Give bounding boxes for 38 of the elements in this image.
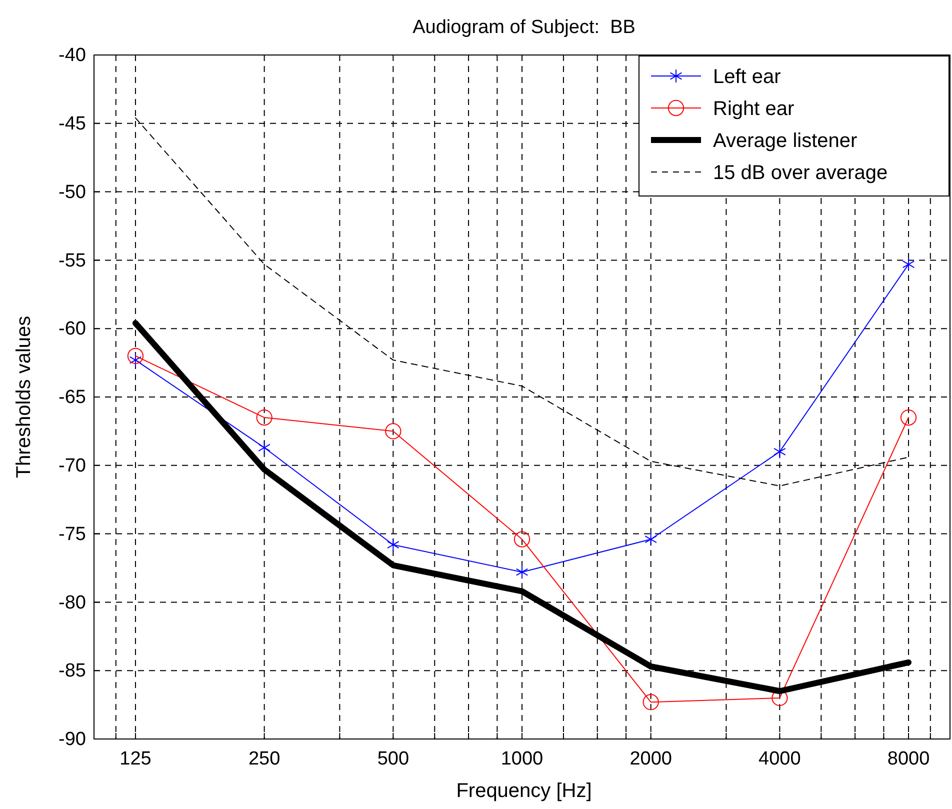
point: [902, 257, 915, 272]
point: [516, 565, 528, 580]
y-tick-label: -70: [58, 455, 86, 476]
point: [256, 409, 272, 426]
point: [258, 440, 270, 455]
x-tick-label: 8000: [887, 748, 930, 770]
x-tick-label: 250: [248, 748, 280, 770]
y-tick-label: -40: [58, 45, 86, 66]
point: [900, 409, 917, 426]
point: [129, 353, 142, 368]
legend-label: 15 dB over average: [713, 162, 888, 184]
point: [385, 423, 402, 440]
y-tick-label: -55: [58, 250, 86, 272]
y-tick-label: -65: [58, 387, 86, 408]
y-tick-label: -75: [58, 524, 86, 545]
y-tick-label: -80: [58, 592, 86, 614]
point: [774, 444, 786, 459]
x-tick-label: 2000: [630, 748, 672, 770]
y-tick-label: -90: [58, 729, 86, 750]
point: [514, 531, 530, 548]
x-tick-label: 4000: [758, 748, 801, 770]
x-tick-label: 125: [120, 748, 152, 770]
y-tick-label: -60: [58, 318, 86, 340]
x-tick-label: 500: [377, 748, 410, 770]
legend-label: Average listener: [713, 130, 858, 152]
x-axis-title: Frequency [Hz]: [456, 780, 592, 802]
y-tick-label: -50: [58, 182, 86, 203]
x-tick-label: 1000: [500, 748, 544, 770]
point: [127, 348, 144, 364]
legend-label: Right ear: [713, 98, 794, 120]
y-axis-title: Thresholds values: [13, 316, 35, 478]
chart-title: Audiogram of Subject: BB: [412, 17, 636, 38]
y-tick-label: -45: [58, 113, 86, 134]
y-tick-label: -85: [58, 660, 86, 682]
point: [642, 694, 659, 710]
legend-label: Left ear: [713, 66, 782, 88]
point: [387, 538, 400, 552]
point: [644, 532, 657, 546]
